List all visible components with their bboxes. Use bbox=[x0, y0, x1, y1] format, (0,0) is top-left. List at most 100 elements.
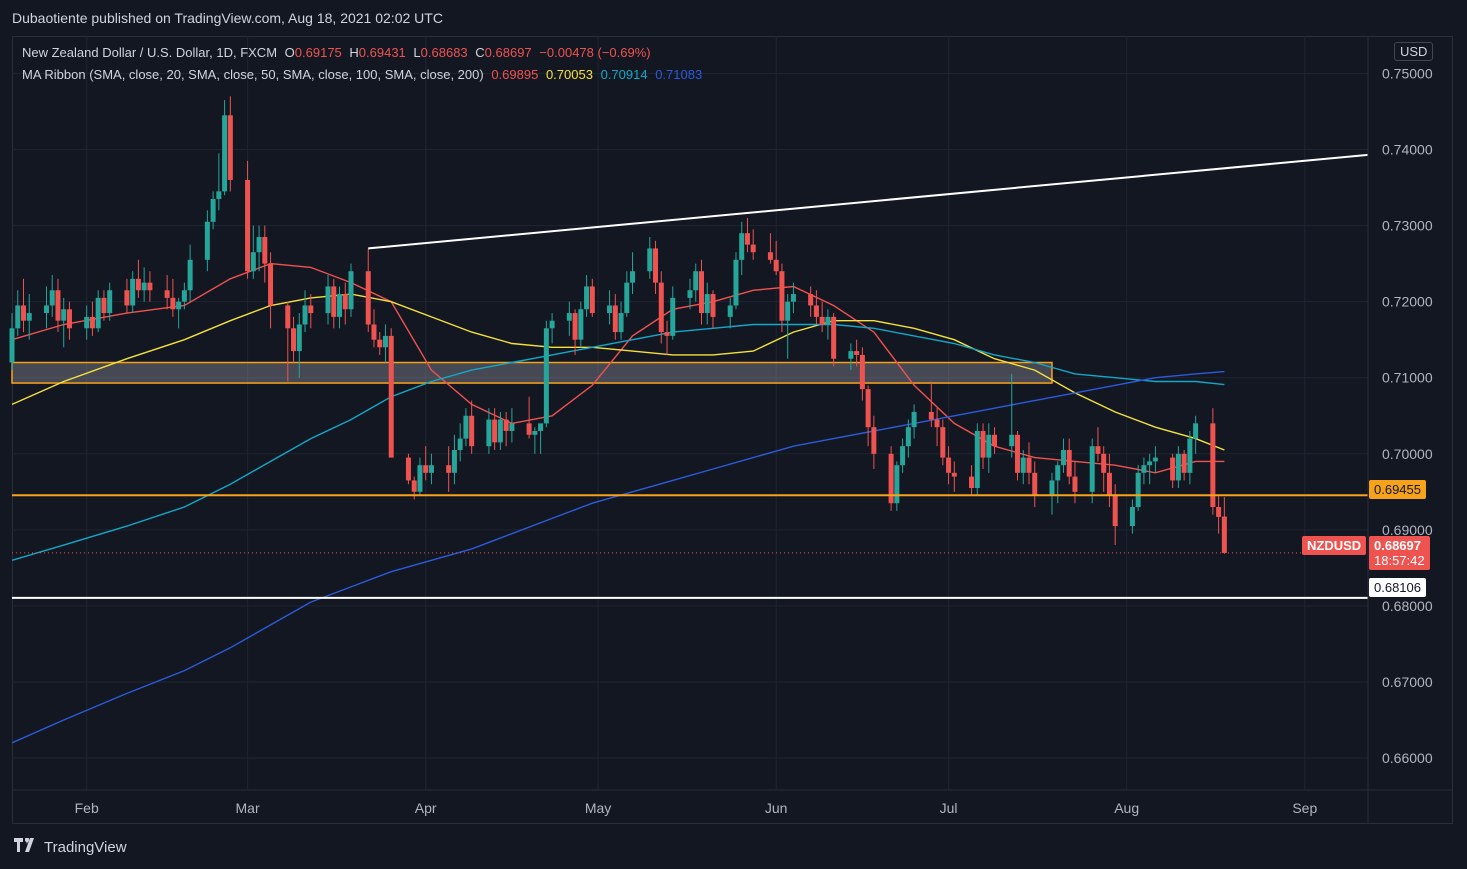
candle-body bbox=[733, 259, 739, 306]
candle-body bbox=[825, 316, 831, 325]
candle-body bbox=[710, 294, 716, 317]
candle-body bbox=[331, 286, 337, 317]
candle-body bbox=[905, 427, 911, 447]
candle-body bbox=[1187, 438, 1193, 473]
candle-body bbox=[377, 339, 383, 348]
candle-body bbox=[543, 328, 549, 424]
time-axis: Feb Mar Apr May Jun Jul Aug Sep bbox=[12, 789, 1453, 816]
candle-body bbox=[124, 290, 130, 306]
support-2-tag: 0.68106 bbox=[1369, 578, 1426, 597]
candle-body bbox=[457, 438, 463, 450]
candle-body bbox=[227, 115, 233, 180]
candle-body bbox=[250, 252, 256, 272]
candle-body bbox=[819, 316, 825, 325]
candle-body bbox=[946, 457, 952, 473]
candle-body bbox=[1141, 465, 1147, 473]
candle-body bbox=[469, 415, 475, 447]
candle-body bbox=[141, 282, 147, 291]
ma200-value: 0.71083 bbox=[655, 67, 703, 82]
candle-body bbox=[1106, 472, 1112, 496]
candle-body bbox=[256, 237, 262, 253]
ma50-value: 0.70053 bbox=[545, 67, 593, 82]
candle-body bbox=[503, 419, 509, 431]
candle-body bbox=[1089, 446, 1095, 492]
moving-average-ribbon bbox=[11, 262, 1225, 744]
open-label: O0.69175 bbox=[284, 45, 342, 60]
candle-body bbox=[900, 446, 906, 466]
candle-body bbox=[1066, 449, 1072, 477]
candle-body bbox=[170, 297, 176, 310]
candle-body bbox=[584, 286, 590, 310]
resistance-trendline bbox=[368, 153, 1369, 250]
chart-frame[interactable] bbox=[12, 36, 1453, 824]
last-price-value: 0.68697 bbox=[1374, 538, 1421, 553]
candle-body bbox=[181, 290, 187, 302]
high-label: H0.69431 bbox=[349, 45, 406, 60]
y-tick-label: 0.67000 bbox=[1382, 674, 1433, 690]
candle-body bbox=[308, 305, 314, 314]
candle-body bbox=[538, 423, 544, 431]
candle-body bbox=[739, 233, 745, 260]
x-tick-label: Jul bbox=[940, 800, 958, 816]
candle-body bbox=[49, 290, 55, 306]
candle-body bbox=[187, 259, 193, 291]
candle-body bbox=[509, 423, 515, 431]
support-1-tag: 0.69455 bbox=[1369, 480, 1426, 499]
candle-body bbox=[624, 282, 630, 314]
candle-body bbox=[210, 198, 216, 222]
candle-body bbox=[428, 465, 434, 473]
candle-body bbox=[1095, 446, 1101, 454]
candle-body bbox=[698, 271, 704, 314]
x-tick-label: Sep bbox=[1292, 800, 1317, 816]
ma-line-ma20 bbox=[11, 262, 1225, 474]
candle-body bbox=[1072, 476, 1078, 492]
candle-body bbox=[382, 335, 388, 348]
candle-body bbox=[785, 301, 791, 321]
candle-body bbox=[1216, 507, 1222, 517]
candle-body bbox=[463, 415, 469, 439]
page-title: Dubaotiente published on TradingView.com… bbox=[12, 10, 443, 26]
tradingview-logo[interactable]: TradingView bbox=[14, 838, 127, 857]
candle-body bbox=[854, 351, 860, 355]
candle-body bbox=[750, 244, 756, 253]
candle-body bbox=[1101, 453, 1107, 473]
candle-body bbox=[1170, 457, 1176, 481]
candle-body bbox=[572, 313, 578, 340]
candle-body bbox=[84, 316, 90, 329]
candle-body bbox=[423, 465, 429, 473]
low-value: 0.68683 bbox=[420, 45, 468, 60]
candle-body bbox=[164, 290, 170, 298]
candle-body bbox=[790, 294, 796, 302]
candle-body bbox=[969, 476, 975, 489]
candle-body bbox=[107, 290, 113, 314]
candle-body bbox=[1147, 461, 1153, 466]
candle-body bbox=[549, 320, 555, 329]
candle-body bbox=[262, 237, 268, 264]
candle-body bbox=[446, 465, 452, 473]
candle-body bbox=[704, 294, 710, 314]
candle-body bbox=[727, 305, 733, 317]
candle-body bbox=[89, 316, 95, 329]
close-label: C0.68697 bbox=[475, 45, 532, 60]
candle-body bbox=[1055, 465, 1061, 481]
support-zone-rect bbox=[11, 361, 1053, 384]
currency-button[interactable]: USD bbox=[1394, 42, 1434, 61]
candle-body bbox=[630, 271, 636, 283]
candle-body bbox=[216, 191, 222, 199]
candle-body bbox=[992, 434, 998, 447]
candle-body bbox=[95, 297, 101, 329]
support-zone bbox=[11, 361, 1053, 384]
candle-body bbox=[411, 480, 417, 492]
candle-body bbox=[296, 324, 302, 352]
candle-body bbox=[101, 297, 107, 314]
candle-body bbox=[486, 419, 492, 447]
candle-body bbox=[176, 301, 182, 310]
candle-body bbox=[894, 465, 900, 504]
candle-body bbox=[1112, 495, 1118, 527]
candle-body bbox=[871, 427, 877, 454]
candle-body bbox=[647, 248, 653, 272]
candle-body bbox=[417, 465, 423, 492]
candle-body bbox=[578, 309, 584, 340]
candle-body bbox=[1032, 472, 1038, 496]
